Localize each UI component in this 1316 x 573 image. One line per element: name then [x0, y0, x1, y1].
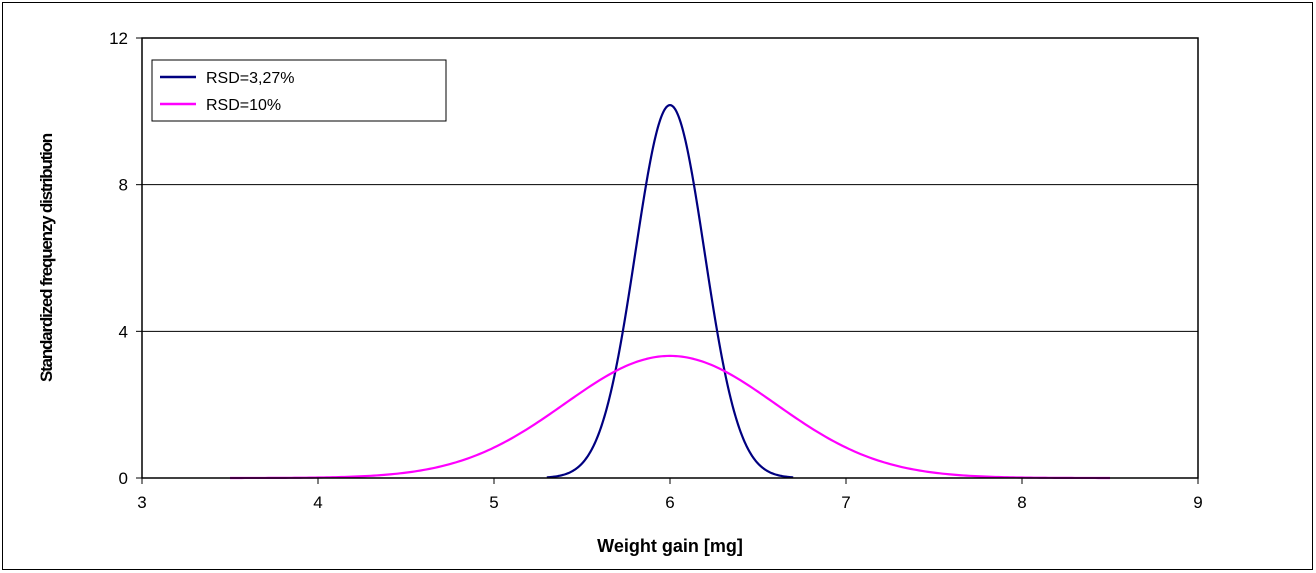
x-tick-label: 7: [841, 493, 850, 512]
x-axis-title: Weight gain [mg]: [597, 536, 743, 556]
series-group: [230, 103, 1110, 480]
series-line-1: [546, 103, 794, 479]
series-line-2: [230, 354, 1110, 480]
y-tick-label: 4: [119, 322, 128, 341]
x-tick-label: 4: [313, 493, 322, 512]
x-axis-ticks: 3 4 5 6 7 8 9: [137, 478, 1203, 512]
x-tick-label: 3: [137, 493, 146, 512]
y-tick-label: 0: [119, 469, 128, 488]
legend: RSD=3,27% RSD=10%: [151, 59, 447, 122]
y-tick-label: 8: [119, 176, 128, 195]
x-tick-label: 9: [1193, 493, 1202, 512]
x-tick-label: 6: [665, 493, 674, 512]
legend-box: [151, 59, 447, 122]
x-tick-label: 8: [1017, 493, 1026, 512]
x-tick-label: 5: [489, 493, 498, 512]
grid-lines: [142, 184, 1198, 332]
legend-label: RSD=3,27%: [206, 70, 295, 87]
y-tick-label: 12: [109, 29, 128, 48]
y-axis-title: Standardized frequenzy distribution: [37, 133, 56, 382]
legend-label: RSD=10%: [206, 97, 281, 114]
y-axis-ticks: 0 4 8 12: [109, 29, 142, 488]
